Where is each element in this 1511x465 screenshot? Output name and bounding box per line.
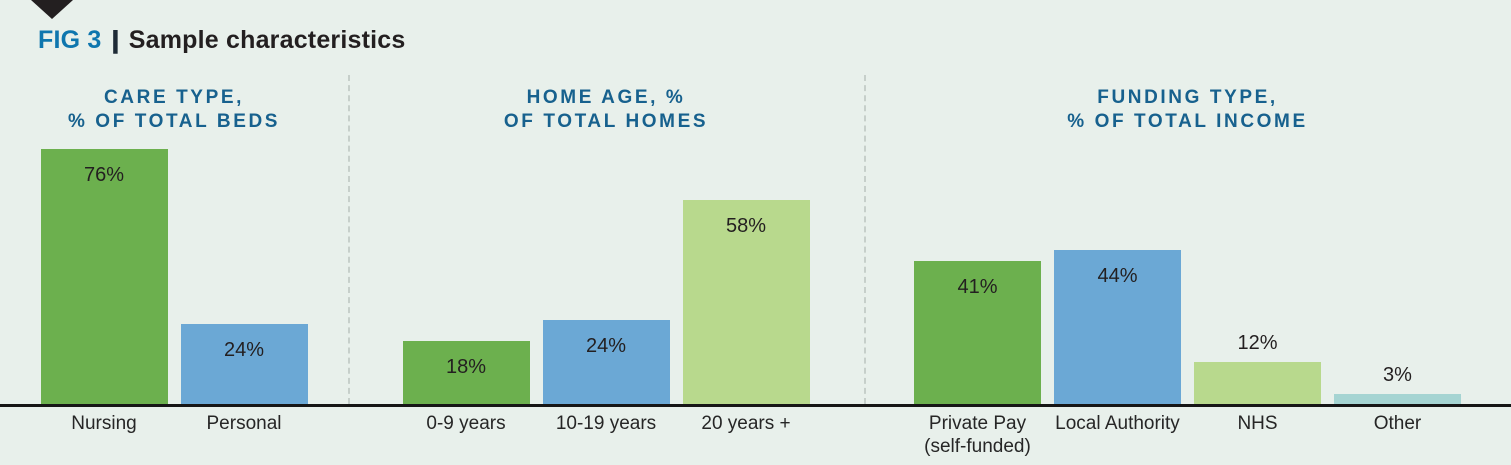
value-label: 24%: [585, 335, 627, 357]
bar-10-19-years: 24%: [542, 320, 670, 404]
chart-panel-care-type: CARE TYPE,% OF TOTAL BEDS 76% 24% Nursing Pe…: [0, 0, 348, 465]
bar-local-authority: 44%: [1054, 250, 1181, 404]
bar-20-years: 58%: [682, 200, 810, 404]
figure-title: Sample characteristics: [128, 26, 406, 54]
category-label: Other: [1373, 413, 1422, 434]
bar-other: 3%: [1334, 364, 1461, 404]
chart-panel-funding-type: FUNDING TYPE,% OF TOTAL INCOME 41% 44% 12% 3…: [864, 0, 1511, 465]
category-label: 10-19 years: [555, 413, 657, 434]
bar-personal: 24%: [180, 324, 308, 404]
category-label: Local Authority: [1055, 413, 1180, 434]
category-label: 20 years +: [701, 413, 791, 434]
category-label: Personal: [206, 413, 282, 434]
value-label: 18%: [445, 356, 487, 378]
chart-panel-home-age: HOME AGE, % OF TOTAL HOMES 18% 24% 58% 0-9 ye…: [348, 0, 864, 465]
bar-private-pay-self-funded: 41%: [914, 261, 1041, 404]
category-label: NHS: [1237, 413, 1278, 434]
header-separator: |: [110, 26, 121, 54]
panel-divider: [348, 75, 350, 404]
value-label: 41%: [957, 276, 998, 298]
down-arrow-icon: [31, 0, 73, 19]
x-axis-line: [0, 404, 1511, 407]
panel-title: CARE TYPE,% OF TOTAL BEDS: [67, 87, 281, 132]
category-label: Private Pay (self-funded): [924, 413, 1031, 457]
panel-title: HOME AGE, % OF TOTAL HOMES: [503, 87, 709, 132]
figure-number: FIG 3: [38, 26, 102, 54]
category-label: Nursing: [71, 413, 137, 434]
value-label: 3%: [1383, 364, 1412, 386]
category-label: 0-9 years: [426, 413, 506, 434]
value-label: 58%: [725, 215, 767, 237]
bar-0-9-years: 18%: [402, 341, 530, 404]
figure-header: FIG 3 | Sample characteristics: [38, 26, 406, 55]
value-label: 12%: [1237, 332, 1278, 354]
value-label: 44%: [1097, 265, 1138, 287]
value-label: 24%: [223, 339, 265, 361]
bar-nursing: 76%: [40, 149, 168, 404]
bar-nhs: 12%: [1194, 332, 1321, 404]
panel-divider: [864, 75, 866, 404]
panel-title: FUNDING TYPE,% OF TOTAL INCOME: [1067, 87, 1308, 132]
value-label: 76%: [83, 164, 125, 186]
